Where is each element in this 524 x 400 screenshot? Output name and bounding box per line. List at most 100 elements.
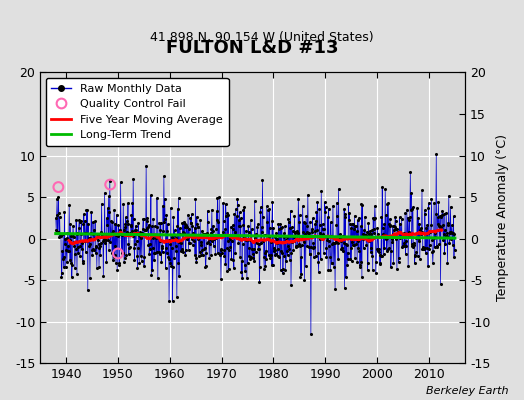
Point	[257, 224, 266, 231]
Point	[181, 224, 189, 230]
Point	[448, 230, 456, 236]
Point	[398, 232, 407, 239]
Point	[75, 219, 84, 225]
Point	[325, 238, 333, 244]
Point	[193, 224, 202, 230]
Point	[324, 267, 332, 274]
Point	[154, 275, 162, 281]
Point	[289, 246, 297, 253]
Point	[333, 240, 342, 246]
Point	[238, 240, 247, 247]
Point	[363, 267, 372, 274]
Point	[103, 205, 112, 211]
Point	[281, 223, 289, 229]
Point	[287, 282, 295, 289]
Point	[446, 204, 455, 210]
Point	[337, 245, 346, 252]
Point	[299, 229, 307, 235]
Point	[382, 212, 390, 219]
Point	[54, 229, 62, 235]
Point	[196, 238, 205, 245]
Point	[211, 234, 219, 240]
Point	[323, 234, 332, 240]
Point	[345, 210, 354, 217]
Point	[196, 217, 204, 224]
Point	[74, 244, 82, 250]
Point	[108, 257, 117, 263]
Point	[179, 249, 188, 256]
Point	[243, 237, 252, 244]
Point	[425, 246, 433, 252]
Point	[410, 242, 418, 248]
Point	[125, 245, 134, 251]
Point	[259, 254, 268, 260]
Point	[113, 212, 121, 218]
Point	[229, 222, 237, 228]
Point	[294, 195, 302, 202]
Point	[429, 248, 438, 254]
Point	[193, 221, 201, 227]
Point	[387, 264, 395, 271]
Point	[445, 240, 453, 246]
Point	[156, 238, 164, 245]
Point	[351, 223, 359, 229]
Point	[228, 226, 237, 232]
Point	[232, 213, 241, 219]
Point	[440, 231, 448, 237]
Point	[56, 214, 64, 220]
Point	[270, 244, 278, 251]
Point	[312, 218, 320, 224]
Point	[401, 251, 410, 258]
Point	[212, 208, 221, 214]
Point	[294, 230, 302, 236]
Point	[139, 216, 148, 222]
Point	[348, 242, 357, 248]
Point	[72, 216, 80, 223]
Point	[280, 230, 288, 236]
Point	[419, 246, 428, 252]
Point	[405, 217, 413, 224]
Point	[423, 222, 431, 228]
Point	[123, 218, 131, 224]
Point	[230, 257, 238, 263]
Point	[113, 267, 122, 274]
Point	[209, 228, 217, 234]
Point	[184, 212, 192, 218]
Point	[242, 236, 250, 242]
Point	[141, 226, 150, 233]
Point	[387, 248, 396, 254]
Point	[347, 225, 355, 232]
Point	[408, 242, 416, 249]
Point	[195, 249, 204, 255]
Point	[207, 252, 215, 258]
Point	[340, 206, 348, 212]
Point	[78, 240, 86, 247]
Point	[67, 260, 75, 266]
Point	[212, 226, 221, 232]
Point	[259, 214, 267, 220]
Point	[246, 256, 254, 262]
Point	[180, 219, 188, 225]
Point	[210, 231, 218, 238]
Point	[291, 243, 300, 249]
Point	[244, 222, 253, 229]
Point	[150, 257, 158, 263]
Point	[82, 207, 91, 214]
Point	[123, 228, 132, 235]
Point	[89, 219, 97, 226]
Point	[201, 263, 210, 270]
Point	[434, 223, 443, 229]
Point	[127, 223, 135, 229]
Point	[107, 230, 116, 236]
Point	[138, 229, 146, 236]
Point	[348, 239, 356, 246]
Text: 41.898 N, 90.154 W (United States): 41.898 N, 90.154 W (United States)	[150, 32, 374, 44]
Point	[99, 273, 107, 280]
Point	[142, 162, 150, 169]
Point	[304, 231, 312, 238]
Point	[61, 264, 70, 270]
Point	[132, 223, 140, 229]
Point	[210, 243, 218, 250]
Point	[185, 240, 193, 246]
Point	[329, 203, 337, 209]
